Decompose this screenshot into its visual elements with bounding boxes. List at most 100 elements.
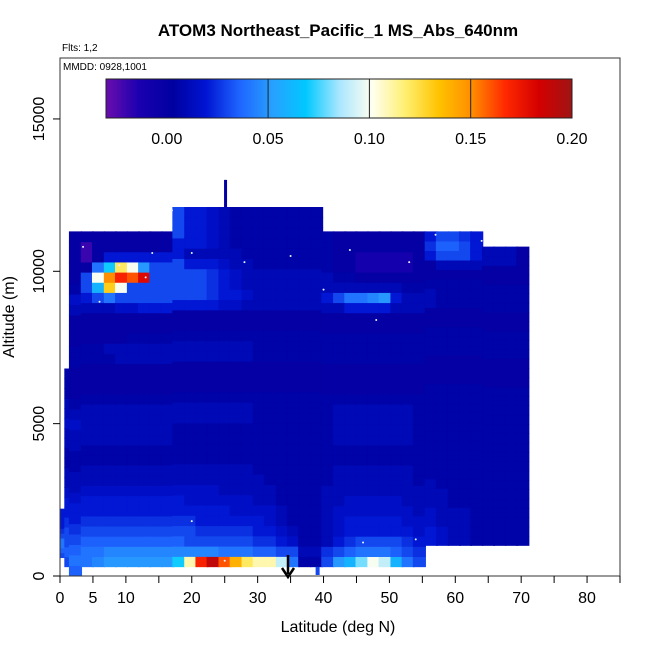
heatmap-cell — [310, 484, 324, 496]
heatmap-cell — [390, 505, 404, 517]
data-speck — [348, 248, 351, 251]
heatmap-cell — [138, 231, 152, 243]
heatmap-cell — [80, 556, 94, 568]
heatmap-cell — [149, 272, 163, 283]
heatmap-cell — [286, 299, 301, 311]
heatmap-cell — [505, 367, 519, 378]
heatmap-cell — [263, 309, 278, 321]
heatmap-cell — [252, 217, 266, 229]
heatmap-cell — [68, 262, 83, 274]
heatmap-cell — [229, 340, 243, 352]
heatmap-cell — [241, 412, 255, 424]
heatmap-cell — [344, 241, 358, 253]
heatmap-cell — [401, 454, 415, 466]
heatmap-cell — [195, 278, 209, 290]
heatmap-cell — [435, 297, 450, 309]
heatmap-cell — [505, 461, 519, 472]
heatmap-cell — [401, 434, 415, 446]
heatmap-cell — [412, 383, 426, 395]
heatmap-cell — [505, 470, 519, 481]
heatmap-cell — [115, 464, 129, 476]
heatmap-cell — [218, 207, 232, 218]
heatmap-cell — [149, 414, 163, 425]
heatmap-cell — [229, 278, 243, 290]
y-axis: 0 5000 10000 15000 — [31, 97, 60, 580]
x-tick-label: 5 — [88, 590, 97, 607]
heatmap-cell — [195, 433, 209, 444]
heatmap-cell — [310, 525, 324, 537]
heatmap-cell — [470, 440, 484, 451]
heatmap-cell — [482, 461, 496, 472]
heatmap-cell — [161, 363, 175, 375]
heatmap-cell — [435, 374, 450, 385]
plot-frame — [59, 57, 621, 577]
heatmap-cell — [298, 217, 312, 229]
heatmap-cell — [367, 343, 381, 354]
heatmap-cell — [505, 349, 519, 360]
heatmap-cell — [195, 258, 209, 270]
heatmap-cell — [252, 484, 266, 496]
heatmap-cell — [206, 237, 220, 249]
heatmap-cell — [206, 227, 220, 239]
heatmap-cell — [344, 272, 358, 283]
heatmap-cell — [390, 393, 404, 405]
heatmap-cell — [68, 346, 83, 358]
heatmap-cell — [241, 525, 255, 537]
heatmap-cell — [275, 412, 289, 424]
heatmap-cell — [195, 330, 209, 342]
heatmap-cell — [115, 525, 129, 537]
heatmap-cell — [80, 546, 94, 558]
heatmap-cell — [482, 330, 496, 341]
heatmap-cell — [505, 358, 519, 369]
heatmap-cell — [91, 454, 106, 466]
heatmap-cell — [435, 316, 450, 328]
heatmap-cell — [505, 517, 519, 528]
heatmap-cell — [263, 268, 278, 280]
heatmap-cell — [401, 424, 415, 436]
heatmap-cell — [482, 311, 496, 322]
heatmap-cell — [367, 434, 381, 446]
heatmap-cell — [493, 330, 507, 341]
heatmap-cell — [321, 282, 335, 293]
heatmap-cell — [263, 504, 278, 516]
heatmap-cell — [355, 536, 369, 547]
heatmap-cell — [333, 454, 347, 466]
heatmap-cell — [241, 463, 255, 475]
heatmap-cell — [435, 459, 450, 470]
heatmap-cell — [310, 556, 324, 568]
heatmap-cell — [275, 402, 289, 414]
heatmap-cell — [229, 484, 243, 496]
heatmap-cell — [80, 393, 94, 405]
heatmap-cell — [103, 343, 117, 354]
heatmap-cell — [505, 274, 519, 285]
heatmap-cell — [482, 451, 496, 462]
heatmap-cell — [378, 373, 392, 385]
heatmap-cell — [367, 272, 381, 283]
heatmap-cell — [378, 343, 392, 354]
heatmap-cell — [184, 494, 198, 506]
heatmap-cell — [68, 367, 83, 379]
heatmap-cell — [493, 377, 507, 388]
heatmap-cell — [149, 536, 163, 547]
heatmap-cell — [412, 515, 426, 527]
heatmap-cell — [401, 444, 415, 456]
heatmap-cell — [401, 495, 415, 507]
heatmap-cell — [80, 525, 94, 537]
heatmap-cell — [195, 515, 209, 527]
heatmap-cell — [298, 371, 312, 383]
heatmap-cell — [218, 278, 232, 290]
heatmap-cell — [252, 494, 266, 506]
heatmap-cell — [115, 475, 129, 486]
heatmap-cell — [115, 515, 129, 527]
heatmap-cell — [516, 255, 530, 266]
heatmap-cell — [80, 373, 94, 385]
heatmap-cell — [482, 302, 496, 313]
heatmap-cell — [390, 556, 404, 568]
heatmap-cell — [321, 343, 335, 354]
heatmap-cell — [115, 536, 129, 547]
heatmap-cell — [516, 283, 530, 294]
heatmap-cell — [482, 535, 496, 546]
heatmap-cell — [310, 546, 324, 557]
heatmap-cell — [218, 504, 232, 516]
heatmap-cell — [138, 546, 152, 558]
